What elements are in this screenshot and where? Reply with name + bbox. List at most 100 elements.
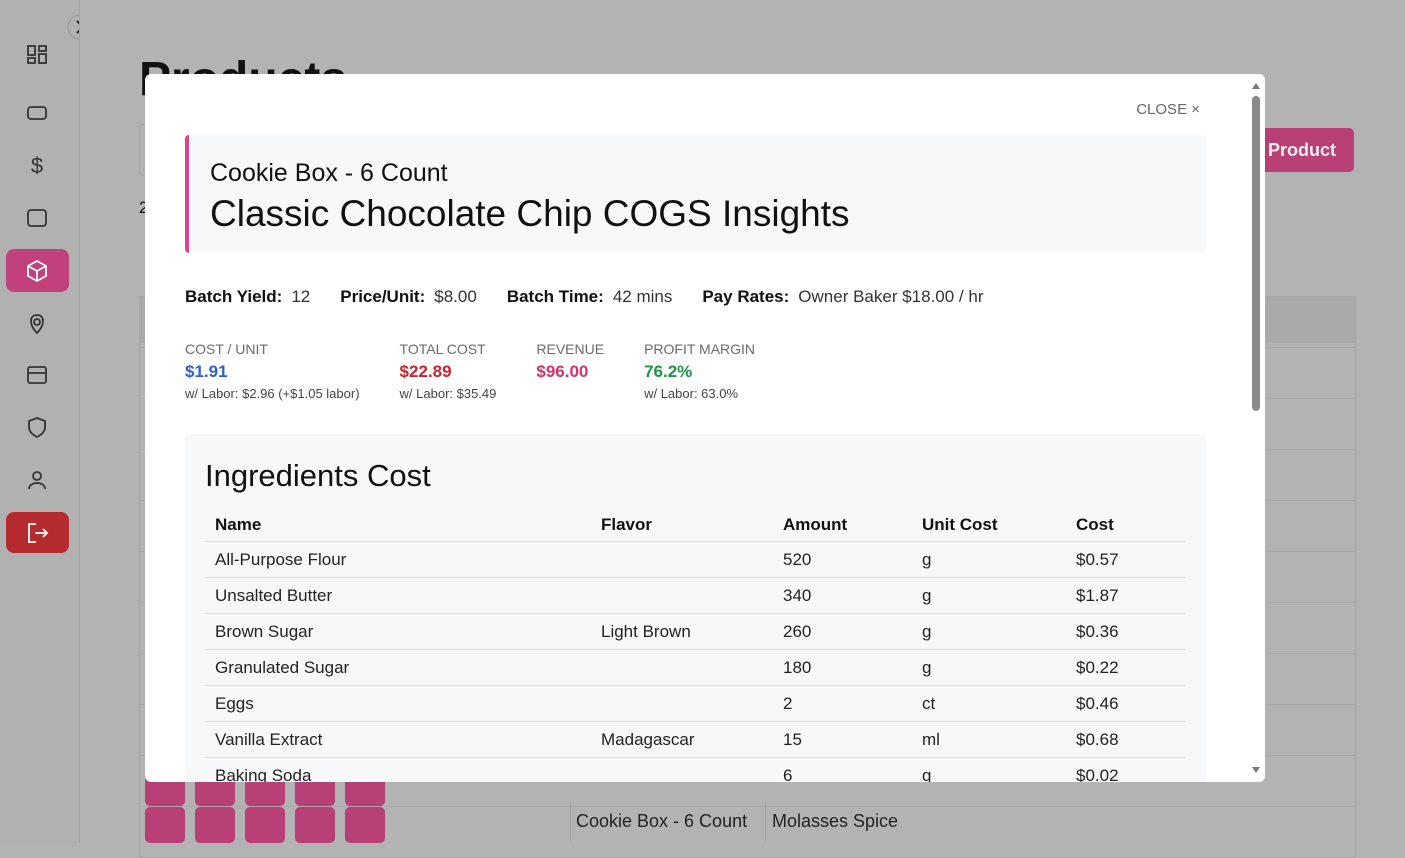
summary-value: 12: [291, 287, 311, 306]
sidebar-icons: $: [6, 14, 79, 553]
metric-label: COST / UNIT: [185, 341, 268, 357]
summary-row: Batch Yield: 12 Price/Unit: $8.00 Batch Time…: [185, 287, 984, 307]
summary-value: Owner Baker $18.00 / hr: [798, 287, 984, 306]
modal-title: Classic Chocolate Chip COGS Insights: [210, 193, 850, 234]
ingredient-amount: 340: [773, 577, 912, 614]
summary-item: Batch Yield: 12: [185, 287, 310, 307]
ingredient-name: Baking Soda: [205, 757, 591, 782]
ingredient-cost: $0.46: [1066, 685, 1185, 722]
metric-note: w/ Labor: $35.49: [399, 386, 497, 401]
ingredient-name: Unsalted Butter: [205, 577, 591, 614]
metric-label: PROFIT MARGIN: [644, 341, 756, 357]
ingredient-unit: g: [912, 613, 1066, 650]
ingredient-name: Brown Sugar: [205, 613, 591, 650]
metric-note: w/ Labor: $2.96 (+$1.05 labor): [185, 386, 360, 401]
ingredient-cost: $1.87: [1066, 577, 1185, 614]
cell-border: [765, 802, 766, 843]
summary-label: Price/Unit:: [340, 287, 426, 306]
ingredient-row: Baking Soda 6 g $0.02: [205, 757, 1185, 782]
metric-value: 76.2%: [644, 362, 693, 381]
ingredient-amount: 520: [773, 541, 912, 578]
ingredient-name: Vanilla Extract: [205, 721, 591, 758]
svg-text:$: $: [31, 153, 43, 178]
cell-border: [570, 802, 571, 843]
ingredient-flavor: Madagascar: [591, 721, 773, 758]
ingredient-flavor: [591, 577, 773, 614]
ingredient-unit: g: [912, 649, 1066, 686]
summary-item: Pay Rates: Owner Baker $18.00 / hr: [702, 287, 983, 307]
metric: TOTAL COST $22.89 w/ Labor: $35.49: [400, 341, 497, 401]
summary-label: Batch Time:: [506, 287, 604, 306]
ingredient-unit: g: [912, 577, 1066, 614]
ingredient-row: Eggs 2 ct $0.46: [205, 685, 1185, 722]
ingredients-title: Ingredients Cost: [205, 458, 431, 493]
ingredient-row: All-Purpose Flour 520 g $0.57: [205, 541, 1185, 578]
column-header: Cost: [1066, 509, 1185, 542]
ingredient-unit: ml: [912, 721, 1066, 758]
action-button[interactable]: [295, 807, 335, 843]
ingredient-amount: 260: [773, 613, 912, 650]
ingredient-cost: $0.02: [1066, 757, 1185, 782]
scrollbar[interactable]: [1247, 74, 1265, 782]
metric-value: $1.91: [185, 362, 228, 381]
ingredient-flavor: Light Brown: [591, 613, 773, 650]
bg-product-cell: Cookie Box - 6 Count: [576, 811, 748, 831]
ingredient-flavor: [591, 685, 773, 722]
ingredient-unit: ct: [912, 685, 1066, 722]
ingredient-unit: g: [912, 541, 1066, 578]
ingredient-cost: $0.22: [1066, 649, 1185, 686]
summary-value: $8.00: [434, 287, 477, 306]
ingredient-amount: 180: [773, 649, 912, 686]
metric-value: $22.89: [399, 362, 452, 381]
metric: COST / UNIT $1.91 w/ Labor: $2.96 (+$1.05 …: [185, 341, 360, 401]
header-row: Name Flavor Amount Unit Cost Cost: [205, 509, 1185, 542]
ingredient-name: All-Purpose Flour: [205, 541, 591, 578]
summary-item: Batch Time: 42 mins: [507, 287, 673, 307]
close-button[interactable]: CLOSE ×: [1136, 101, 1200, 118]
ingredient-cost: $0.57: [1066, 541, 1185, 578]
ingredient-flavor: [591, 649, 773, 686]
ingredient-amount: 6: [773, 757, 912, 782]
ingredient-cost: $0.68: [1066, 721, 1185, 758]
header-card: Cookie Box - 6 Count Classic Chocolate C…: [185, 135, 1206, 253]
ingredient-row: Vanilla Extract Madagascar 15 ml $0.68: [205, 721, 1185, 758]
ingredient-cost: $0.36: [1066, 613, 1185, 650]
sidebar: $: [0, 0, 80, 843]
summary-label: Batch Yield:: [185, 287, 283, 306]
action-button[interactable]: [345, 807, 385, 843]
ingredient-amount: 2: [773, 685, 912, 722]
action-button[interactable]: [245, 807, 285, 843]
summary-item: Price/Unit: $8.00: [340, 287, 477, 307]
ingredients-table: Name Flavor Amount Unit Cost Cost All-Purpos…: [205, 509, 1185, 782]
bg-flavor-cell: Molasses Spice: [772, 811, 899, 831]
ingredient-name: Eggs: [205, 685, 591, 722]
metric: REVENUE $96.00: [536, 341, 604, 401]
metric-label: REVENUE: [536, 341, 605, 357]
action-button[interactable]: [195, 807, 235, 843]
metric-label: TOTAL COST: [399, 341, 486, 357]
column-header: Flavor: [591, 509, 773, 542]
metric-note: w/ Labor: 63.0%: [644, 386, 739, 401]
ingredients-card: Ingredients Cost Name Flavor Amount Unit Co…: [185, 434, 1206, 782]
metrics-row: COST / UNIT $1.91 w/ Labor: $2.96 (+$1.05 …: [185, 341, 755, 401]
summary-label: Pay Rates:: [702, 287, 790, 306]
ingredient-row: Unsalted Butter 340 g $1.87: [205, 577, 1185, 614]
ingredient-name: Granulated Sugar: [205, 649, 591, 686]
modal-subtitle: Cookie Box - 6 Count: [210, 159, 448, 187]
summary-value: 42 mins: [612, 287, 673, 306]
column-header: Unit Cost: [912, 509, 1066, 542]
metric: PROFIT MARGIN 76.2% w/ Labor: 63.0%: [644, 341, 755, 401]
modal: CLOSE × Cookie Box - 6 Count Classic Cho…: [145, 74, 1265, 782]
ingredient-row: Granulated Sugar 180 g $0.22: [205, 649, 1185, 686]
ingredient-row: Brown Sugar Light Brown 260 g $0.36: [205, 613, 1185, 650]
action-button[interactable]: [145, 807, 185, 843]
column-header: Name: [205, 509, 591, 542]
ingredient-flavor: [591, 541, 773, 578]
ingredient-flavor: [591, 757, 773, 782]
ingredient-amount: 15: [773, 721, 912, 758]
ingredient-unit: g: [912, 757, 1066, 782]
table-body: All-Purpose Flour 520 g $0.57 Unsalted Butte…: [205, 541, 1185, 782]
product-count: 2: [139, 198, 149, 217]
metric-value: $96.00: [536, 362, 589, 381]
